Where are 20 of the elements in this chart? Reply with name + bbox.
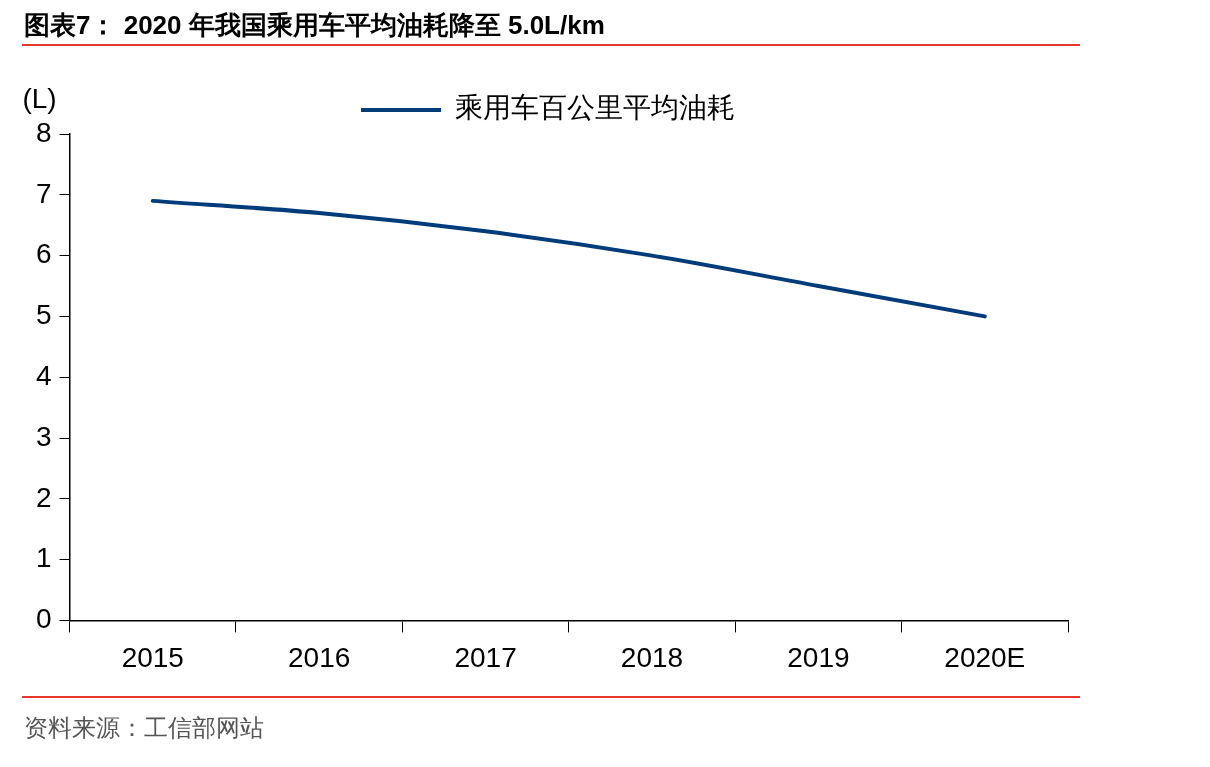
y-tick-label: 4 (35, 359, 52, 391)
x-tick-label: 2019 (787, 641, 850, 673)
line-series (150, 198, 987, 319)
text: 资料来源：工信部网站 (24, 713, 265, 744)
y-tick-label: 7 (35, 177, 52, 209)
chart-title: 图表7： 2020 年我国乘用车平均油耗降至 5.0L/km (24, 9, 606, 42)
y-tick-label: 6 (35, 238, 52, 270)
legend-label: 乘用车百公里平均油耗 (455, 91, 735, 125)
y-tick-label: 3 (35, 420, 52, 452)
y-axis-title: (L) (22, 82, 57, 114)
y-tick-label: 2 (35, 481, 52, 513)
y-tick-label: 1 (35, 542, 52, 574)
y-tick-label: 5 (35, 299, 52, 331)
x-tick-label: 2018 (620, 641, 684, 673)
y-tick-label: 8 (35, 116, 52, 148)
x-tick-label: 2016 (288, 641, 351, 673)
x-tick-label: 2020E (944, 641, 1026, 673)
y-tick-label: 0 (35, 603, 52, 635)
x-tick-label: 2015 (121, 641, 184, 673)
x-tick-label: 2017 (454, 641, 517, 673)
